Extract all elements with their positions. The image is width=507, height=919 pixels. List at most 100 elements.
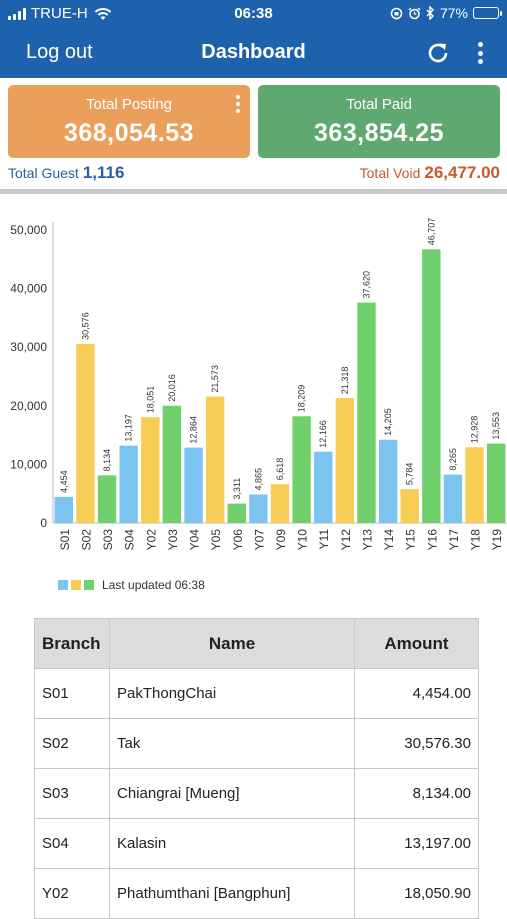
card-menu-icon[interactable] <box>234 95 242 113</box>
cell-name: Chiangrai [Mueng] <box>109 768 355 819</box>
x-tick-label: S03 <box>101 529 115 551</box>
chart-bar <box>422 249 441 523</box>
chart-bar <box>227 503 246 523</box>
status-right: 77% <box>390 5 502 21</box>
battery-percent: 77% <box>439 5 468 21</box>
total-guest: Total Guest 1,116 <box>8 163 124 183</box>
cell-branch: S02 <box>34 718 110 769</box>
chart-bar <box>205 396 225 523</box>
x-tick-label: S04 <box>123 529 137 551</box>
more-vertical-icon[interactable] <box>470 40 490 66</box>
chart-bar <box>487 443 506 523</box>
legend-swatch-yellow <box>71 580 81 590</box>
status-bar: TRUE-H 06:38 77% <box>0 0 507 28</box>
branch-table: Branch Name Amount S01 PakThongChai 4,45… <box>34 618 479 919</box>
x-tick-label: Y15 <box>404 529 418 551</box>
branch-bar-chart: 0 10,000 20,000 30,000 40,000 50,000 4,454 S01 3… <box>10 218 507 551</box>
chart-bar <box>292 416 311 523</box>
x-tick-label: Y05 <box>209 529 223 551</box>
cell-name: Tak <box>109 718 355 769</box>
chart-bar <box>184 447 203 523</box>
cell-branch: Y02 <box>34 868 110 919</box>
total-paid-label: Total Paid <box>346 96 412 113</box>
bar-value-label: 12,928 <box>470 416 480 444</box>
carrier-name: TRUE-H <box>31 5 88 22</box>
x-tick-label: Y19 <box>490 529 504 551</box>
y-tick-label: 40,000 <box>10 282 47 296</box>
table-row[interactable]: S03 Chiangrai [Mueng] 8,134.00 <box>34 768 479 819</box>
bar-value-label: 21,318 <box>340 367 350 395</box>
bar-value-label: 37,620 <box>361 271 371 299</box>
cell-name: PakThongChai <box>109 668 355 719</box>
total-guest-label: Total Guest <box>8 165 79 181</box>
bar-value-label: 8,134 <box>102 449 112 472</box>
table-row[interactable]: Y02 Phathumthani [Bangphun] 18,050.90 <box>34 868 479 919</box>
bar-value-label: 8,265 <box>448 448 458 471</box>
alarm-icon <box>408 7 421 19</box>
bar-value-label: 5,784 <box>405 463 415 486</box>
bar-value-label: 4,454 <box>59 470 69 493</box>
legend-label: Last updated 06:38 <box>102 578 205 592</box>
total-void-label: Total Void <box>359 165 421 181</box>
logout-button[interactable]: Log out <box>26 41 93 63</box>
total-posting-card[interactable]: Total Posting 368,054.53 <box>8 85 250 158</box>
header-amount[interactable]: Amount <box>354 618 479 669</box>
x-tick-label: Y03 <box>166 529 180 551</box>
total-posting-label: Total Posting <box>86 96 172 113</box>
chart-bar <box>357 302 376 523</box>
chart-bar <box>54 496 73 523</box>
chart-bar <box>335 398 355 523</box>
cell-branch: S04 <box>34 818 110 869</box>
chart-bar <box>270 484 290 523</box>
y-tick-label: 20,000 <box>10 399 47 413</box>
total-void-value: 26,477.00 <box>424 163 500 182</box>
x-tick-label: Y18 <box>469 529 483 551</box>
section-divider <box>0 189 507 194</box>
y-tick-label: 10,000 <box>10 457 47 471</box>
status-time: 06:38 <box>234 5 273 22</box>
cell-branch: S03 <box>34 768 110 819</box>
total-paid-card[interactable]: Total Paid 363,854.25 <box>258 85 500 158</box>
header-name[interactable]: Name <box>109 618 355 669</box>
x-tick-label: S01 <box>58 529 72 551</box>
x-tick-label: Y02 <box>144 529 158 551</box>
bar-value-label: 13,553 <box>491 412 501 440</box>
chart-bar <box>249 494 268 523</box>
bar-value-label: 14,205 <box>383 408 393 436</box>
x-tick-label: S02 <box>79 529 93 551</box>
carrier-group: TRUE-H <box>8 5 112 22</box>
y-tick-label: 50,000 <box>10 223 47 237</box>
x-tick-label: Y14 <box>382 529 396 551</box>
x-tick-label: Y11 <box>317 529 331 550</box>
bar-value-label: 13,197 <box>124 414 134 442</box>
wifi-icon <box>94 7 111 20</box>
table-row[interactable]: S01 PakThongChai 4,454.00 <box>34 668 479 719</box>
app-bar: Log out Dashboard <box>0 28 507 78</box>
table-row[interactable]: S02 Tak 30,576.30 <box>34 718 479 769</box>
bar-value-label: 3,311 <box>232 478 242 500</box>
chart-bar <box>314 451 333 523</box>
bar-value-label: 20,016 <box>167 374 177 402</box>
total-void: Total Void 26,477.00 <box>360 163 500 183</box>
refresh-icon[interactable] <box>424 39 452 67</box>
y-tick-label: 0 <box>40 516 47 530</box>
battery-icon <box>473 7 502 19</box>
signal-icon <box>8 7 26 20</box>
bar-value-label: 30,576 <box>80 312 90 340</box>
bar-value-label: 18,209 <box>297 385 307 413</box>
chart-bar <box>141 417 160 523</box>
x-tick-label: Y12 <box>339 529 353 551</box>
cell-name: Kalasin <box>109 818 355 869</box>
chart-bar <box>400 489 419 523</box>
total-paid-value: 363,854.25 <box>313 119 445 147</box>
cell-amount: 30,576.30 <box>354 718 479 769</box>
total-guest-value: 1,116 <box>82 163 125 182</box>
x-tick-label: Y09 <box>274 529 288 551</box>
x-tick-label: Y06 <box>231 529 245 551</box>
cell-amount: 13,197.00 <box>354 818 479 869</box>
header-branch[interactable]: Branch <box>34 618 110 669</box>
cell-branch: S01 <box>34 668 110 719</box>
x-tick-label: Y16 <box>425 529 439 551</box>
x-tick-label: Y07 <box>252 529 266 551</box>
table-row[interactable]: S04 Kalasin 13,197.00 <box>34 818 479 869</box>
